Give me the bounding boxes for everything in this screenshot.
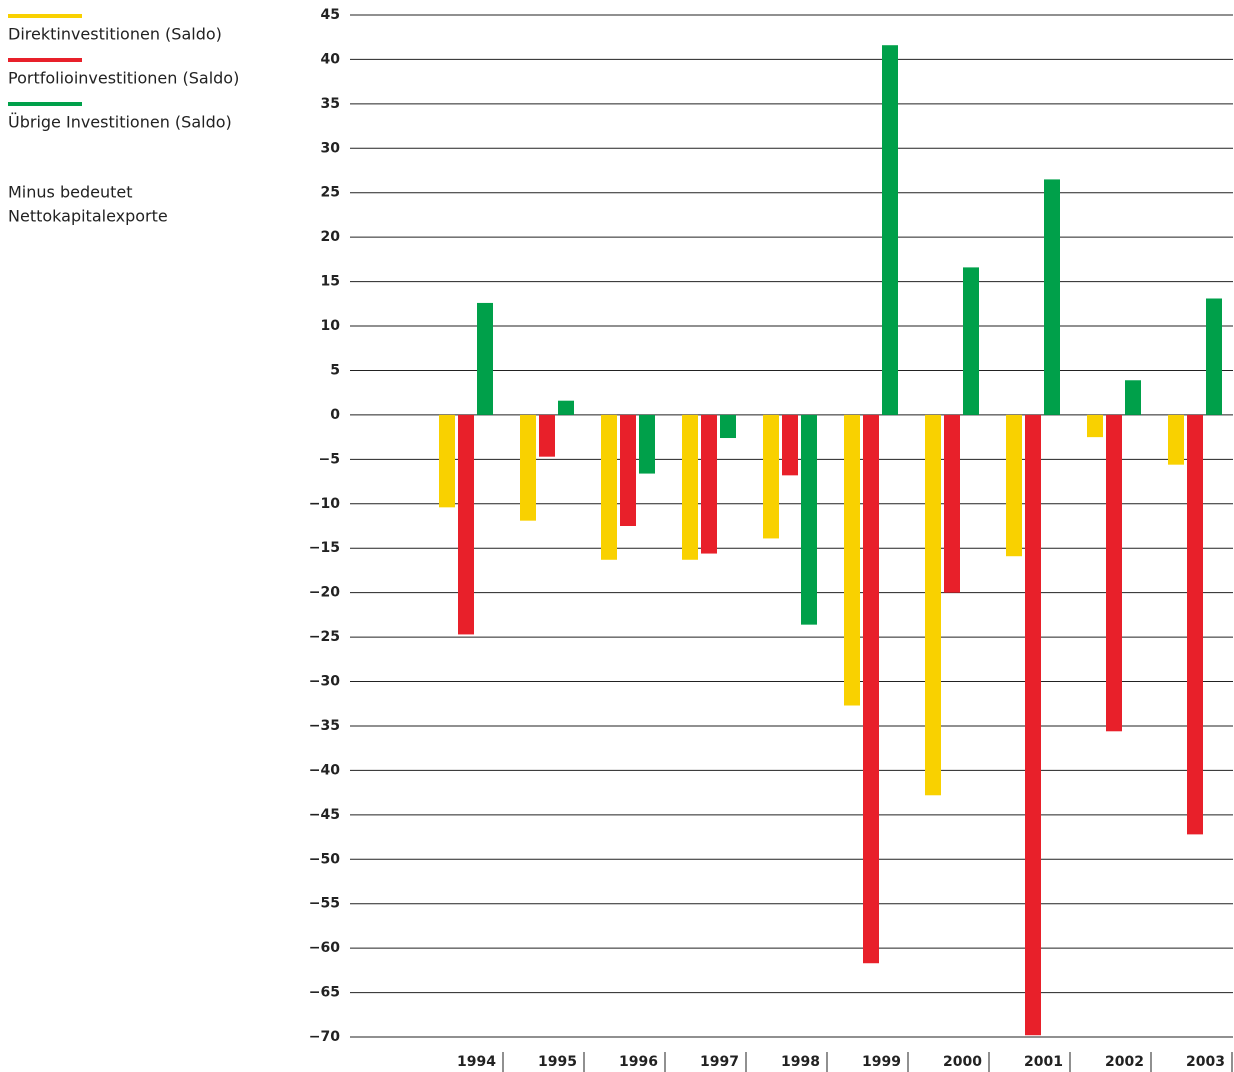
bar	[763, 414, 779, 539]
note-line: Nettokapitalexporte	[8, 207, 168, 226]
y-tick-label: 25	[321, 185, 340, 201]
note-line: Minus bedeutet	[8, 183, 132, 202]
y-tick-label: −25	[309, 629, 340, 645]
y-tick-label: 15	[321, 274, 340, 290]
x-tick-label: 2000	[943, 1054, 982, 1070]
legend-label: Portfolioinvestitionen (Saldo)	[8, 69, 239, 88]
bar	[477, 302, 493, 415]
x-tick-label: 1994	[457, 1054, 496, 1070]
y-tick-label: 20	[321, 229, 341, 245]
bar	[639, 414, 655, 474]
bar	[1087, 414, 1103, 438]
bar	[782, 414, 798, 476]
bar	[720, 414, 736, 439]
y-tick-label: −30	[309, 674, 340, 690]
x-tick-label: 1998	[781, 1054, 820, 1070]
bar	[558, 400, 574, 415]
x-tick-label: 2001	[1024, 1054, 1063, 1070]
y-tick-label: −55	[309, 896, 340, 912]
y-tick-label: 10	[321, 318, 341, 334]
bar	[863, 414, 879, 964]
bar	[701, 414, 717, 554]
y-tick-label: −60	[309, 940, 340, 956]
bar	[844, 414, 860, 706]
y-tick-label: −35	[309, 718, 340, 734]
bar	[1125, 380, 1141, 415]
bar	[458, 414, 474, 635]
x-tick-label: 1996	[619, 1054, 658, 1070]
y-tick-label: −50	[309, 851, 340, 867]
legend-label: Direktinvestitionen (Saldo)	[8, 25, 222, 44]
y-tick-label: −40	[309, 762, 340, 778]
bar	[682, 414, 698, 560]
y-tick-label: 45	[321, 7, 340, 23]
bar	[925, 414, 941, 796]
y-tick-label: −45	[309, 807, 340, 823]
bar	[1044, 179, 1060, 415]
bar	[963, 267, 979, 415]
legend-label: Übrige Investitionen (Saldo)	[8, 113, 232, 132]
bar	[1106, 414, 1122, 732]
x-tick-label: 2002	[1105, 1054, 1144, 1070]
x-tick-label: 1997	[700, 1054, 739, 1070]
bar	[1025, 414, 1041, 1036]
bar	[520, 414, 536, 521]
bar	[1168, 414, 1184, 465]
bar	[439, 414, 455, 508]
bar	[601, 414, 617, 560]
y-tick-label: −70	[309, 1029, 340, 1045]
bar	[882, 45, 898, 415]
y-tick-label: −5	[319, 451, 340, 467]
y-tick-label: −15	[309, 540, 340, 556]
x-tick-label: 2003	[1186, 1054, 1225, 1070]
bar	[1187, 414, 1203, 835]
bar	[1206, 298, 1222, 415]
x-tick-label: 1999	[862, 1054, 901, 1070]
y-tick-label: 0	[330, 407, 340, 423]
y-tick-label: 40	[321, 51, 341, 67]
bar	[620, 414, 636, 526]
bar	[944, 414, 960, 593]
bar	[801, 414, 817, 625]
y-tick-label: 35	[321, 96, 340, 112]
y-tick-label: −20	[309, 585, 340, 601]
bar	[539, 414, 555, 457]
y-tick-label: −65	[309, 985, 340, 1001]
y-tick-label: −10	[309, 496, 340, 512]
y-tick-label: 5	[330, 362, 340, 378]
y-tick-label: 30	[321, 140, 341, 156]
x-tick-label: 1995	[538, 1054, 577, 1070]
bar	[1006, 414, 1022, 557]
